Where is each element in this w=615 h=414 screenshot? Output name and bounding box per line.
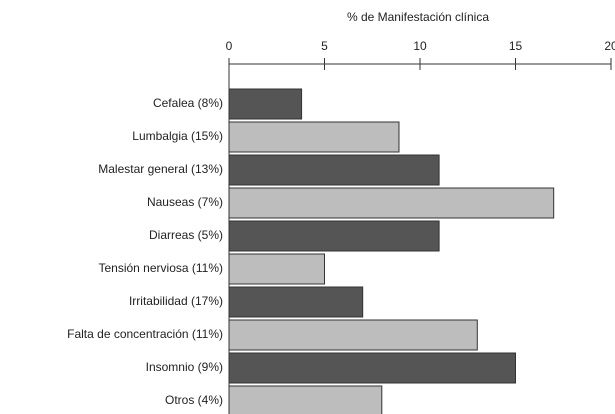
bar (228, 253, 325, 285)
axis-title: % de Manifestación clínica (347, 10, 489, 24)
y-tick-label: Otros (4%) (165, 393, 223, 407)
bar (228, 385, 383, 414)
bar (228, 121, 400, 153)
bar (228, 352, 516, 384)
bar (228, 286, 364, 318)
bar (228, 187, 555, 219)
y-tick-label: Cefalea (8%) (153, 96, 223, 110)
y-tick-label: Irritabilidad (17%) (129, 294, 223, 308)
y-tick-label: Falta de concentración (11%) (67, 327, 223, 341)
y-tick-label: Malestar general (13%) (98, 162, 223, 176)
x-tick-label: 0 (226, 39, 233, 53)
y-tick-label: Insomnio (9%) (146, 360, 223, 374)
x-tick-label: 5 (321, 39, 328, 53)
y-tick-label: Tensión nerviosa (11%) (98, 261, 223, 275)
x-tick-label: 20 (604, 39, 615, 53)
y-tick-label: Diarreas (5%) (149, 228, 223, 242)
y-tick-label: Nauseas (7%) (147, 195, 223, 209)
bar (228, 220, 440, 252)
bar (228, 154, 440, 186)
y-tick-label: Lumbalgia (15%) (132, 129, 223, 143)
bar (228, 319, 478, 351)
x-tick-label: 15 (509, 39, 523, 53)
bar (228, 88, 303, 120)
x-tick-label: 10 (413, 39, 427, 53)
